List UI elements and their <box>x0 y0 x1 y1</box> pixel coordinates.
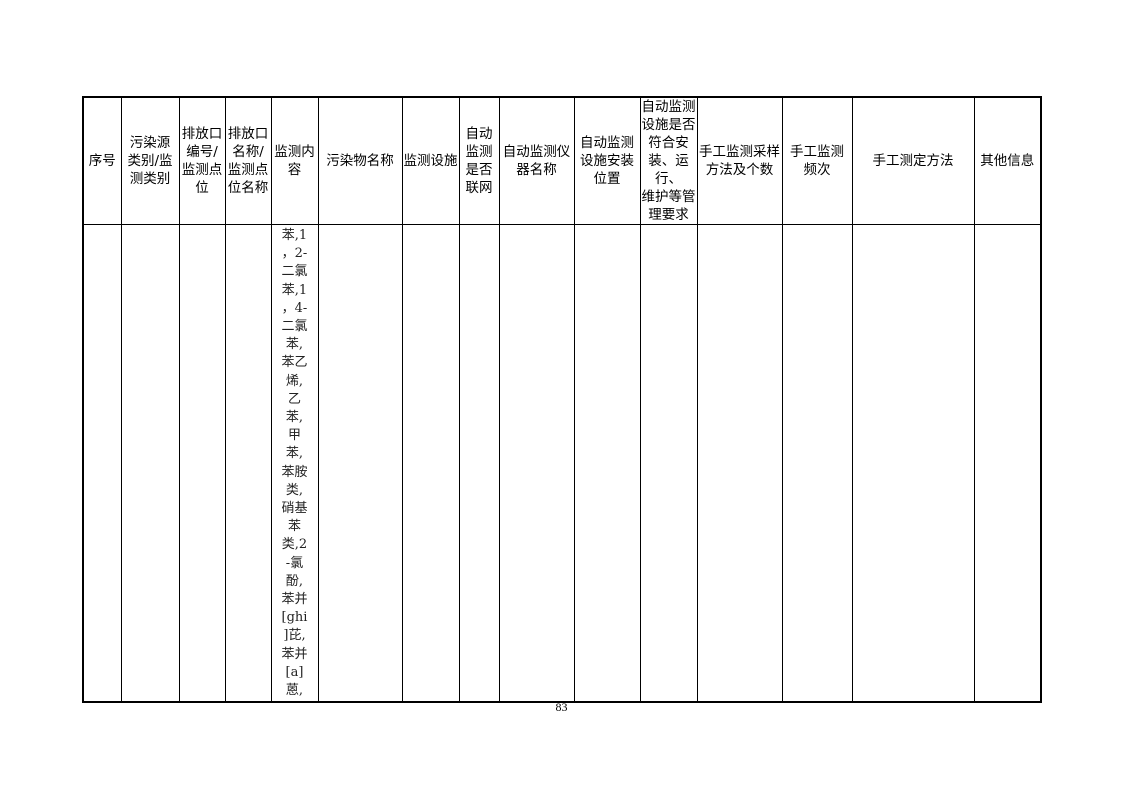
monitoring-content-line: 硝基 <box>281 501 308 517</box>
monitoring-content-line: [a] <box>285 664 304 680</box>
monitoring-content-line: 二氯 <box>281 319 308 335</box>
column-header: 自动 监测 是否 联网 <box>458 96 500 225</box>
table-cell <box>781 224 853 703</box>
monitoring-content-line: 苯并 <box>281 592 308 608</box>
header-line: 维护等管 <box>641 189 696 205</box>
monitoring-content-line: 苯并 <box>281 646 308 662</box>
monitoring-content-line: 二氯 <box>281 264 308 280</box>
table-cell <box>317 224 403 703</box>
monitoring-content-line: 酚, <box>285 573 304 589</box>
column-header: 手工监测采样 方法及个数 <box>696 96 783 225</box>
column-header: 自动监测设施是否符合安装、运行、维护等管理要求 <box>639 96 698 225</box>
column-header: 手工测定方法 <box>851 96 975 225</box>
header-line: 测类别 <box>129 171 171 187</box>
header-line: 设施是否 <box>641 117 696 133</box>
header-line: 位置 <box>593 171 621 187</box>
monitoring-content-line: 苯,1 <box>281 228 308 243</box>
table-cell <box>639 224 698 703</box>
table-cell: 苯,1 ，2- 二氯 苯,1 ，4- 二氯 苯, 苯乙 烯, 乙苯, 甲苯, 苯胺 类, 硝基苯类,2 -氯… <box>270 224 319 703</box>
header-line: 其他信息 <box>980 153 1035 169</box>
column-header: 排放口名称/监测点位名称 <box>224 96 272 225</box>
header-line: 符合安 <box>648 135 689 151</box>
monitoring-content-line: 类,2 <box>281 537 308 553</box>
monitoring-content-line: ，4- <box>281 300 308 316</box>
header-line: 监测设施 <box>403 153 458 169</box>
table-cell <box>851 224 975 703</box>
header-line: 手工测定方法 <box>872 153 954 169</box>
header-line: 名称/ <box>232 144 264 160</box>
monitoring-content-line: 类, <box>285 482 304 498</box>
header-line: 污染源 <box>129 135 171 151</box>
header-line: 位 <box>195 180 209 196</box>
header-line: 监测内 <box>274 144 315 160</box>
header-line: 监测 <box>465 144 493 160</box>
column-header: 自动监测设施安装位置 <box>573 96 641 225</box>
table-cell <box>696 224 783 703</box>
header-row: 序号 污染源 类别/监 测类别 排放口 编号/监测点位排放口 名称/监测点 位名称 监测内容污染… <box>82 96 1042 225</box>
table-cell <box>224 224 272 703</box>
monitoring-content-line: [ghi <box>281 610 308 626</box>
header-line: 自动监测仪 <box>502 144 571 160</box>
monitoring-content-line: 苯胺 <box>281 464 308 480</box>
header-line: 类别/监 <box>127 153 173 169</box>
table-cell <box>401 224 460 703</box>
column-header: 自动监测仪 器名称 <box>498 96 575 225</box>
column-header: 其他信息 <box>973 96 1042 225</box>
header-line: 序号 <box>88 153 116 169</box>
monitoring-content-line: 苯乙 <box>281 355 308 371</box>
table-cell <box>498 224 575 703</box>
header-line: 手工监测采样 <box>699 144 780 160</box>
header-line: 自动 <box>465 126 493 142</box>
header-line: 自动监测 <box>641 99 696 115</box>
header-line: 污染物名称 <box>326 153 394 169</box>
column-header: 污染物名称 <box>317 96 403 225</box>
column-header: 监测设施 <box>401 96 460 225</box>
column-header: 监测内容 <box>270 96 319 225</box>
monitoring-content-line: 烯, <box>285 373 304 389</box>
table-cell <box>178 224 226 703</box>
header-line: 器名称 <box>516 162 557 178</box>
table-cell <box>973 224 1042 703</box>
monitoring-content-line: 蒽, <box>285 683 304 699</box>
header-line: 编号/ <box>186 144 218 160</box>
monitoring-content-line: 乙 <box>287 391 301 407</box>
page-number: 83 <box>555 700 568 714</box>
header-line: 监测点 <box>227 162 269 178</box>
header-line: 排放口 <box>181 126 223 142</box>
header-line: 容 <box>287 162 302 178</box>
monitoring-content-line: 甲 <box>287 428 301 444</box>
monitoring-content-line: -氯 <box>285 555 304 571</box>
table-cell <box>573 224 641 703</box>
header-line: 排放口 <box>227 126 269 142</box>
table-cell <box>120 224 180 703</box>
monitoring-content-line: 苯, <box>285 337 304 353</box>
header-line: 频次 <box>803 162 831 178</box>
header-line: 联网 <box>465 180 493 196</box>
header-line: 位名称 <box>227 180 269 196</box>
table-cell <box>458 224 500 703</box>
header-line: 手工监测 <box>790 144 844 160</box>
header-line: 是否 <box>465 162 493 178</box>
table-row: 苯,1 ，2- 二氯 苯,1 ，4- 二氯 苯, 苯乙 烯, 乙苯, 甲苯, 苯胺 类, 硝基苯类,2 -氯… <box>82 224 1042 703</box>
header-line: 理要求 <box>648 207 689 223</box>
header-line: 设施安装 <box>580 153 634 169</box>
monitoring-content-line: ]芘, <box>283 628 306 644</box>
monitoring-content-line: 苯 <box>287 519 301 535</box>
column-header: 手工监测 频次 <box>781 96 853 225</box>
column-header: 污染源类别/监测类别 <box>120 96 180 225</box>
monitoring-content-line: 苯,1 <box>281 282 308 298</box>
monitoring-content-line: 苯, <box>285 446 304 462</box>
monitoring-content-line: 苯, <box>285 410 304 426</box>
header-line: 装、运行、 <box>648 153 689 187</box>
column-header: 排放口编号/监测点位 <box>178 96 226 225</box>
monitoring-content-line: ，2- <box>281 246 308 262</box>
header-line: 监测点 <box>181 162 223 178</box>
monitoring-table: 序号 污染源 类别/监 测类别 排放口 编号/监测点位排放口 名称/监测点 位名称 监测内容污染… <box>82 96 1042 703</box>
column-header: 序号 <box>82 96 122 225</box>
header-line: 方法及个数 <box>705 162 774 178</box>
header-line: 自动监测 <box>580 135 634 151</box>
table-cell <box>82 224 122 703</box>
